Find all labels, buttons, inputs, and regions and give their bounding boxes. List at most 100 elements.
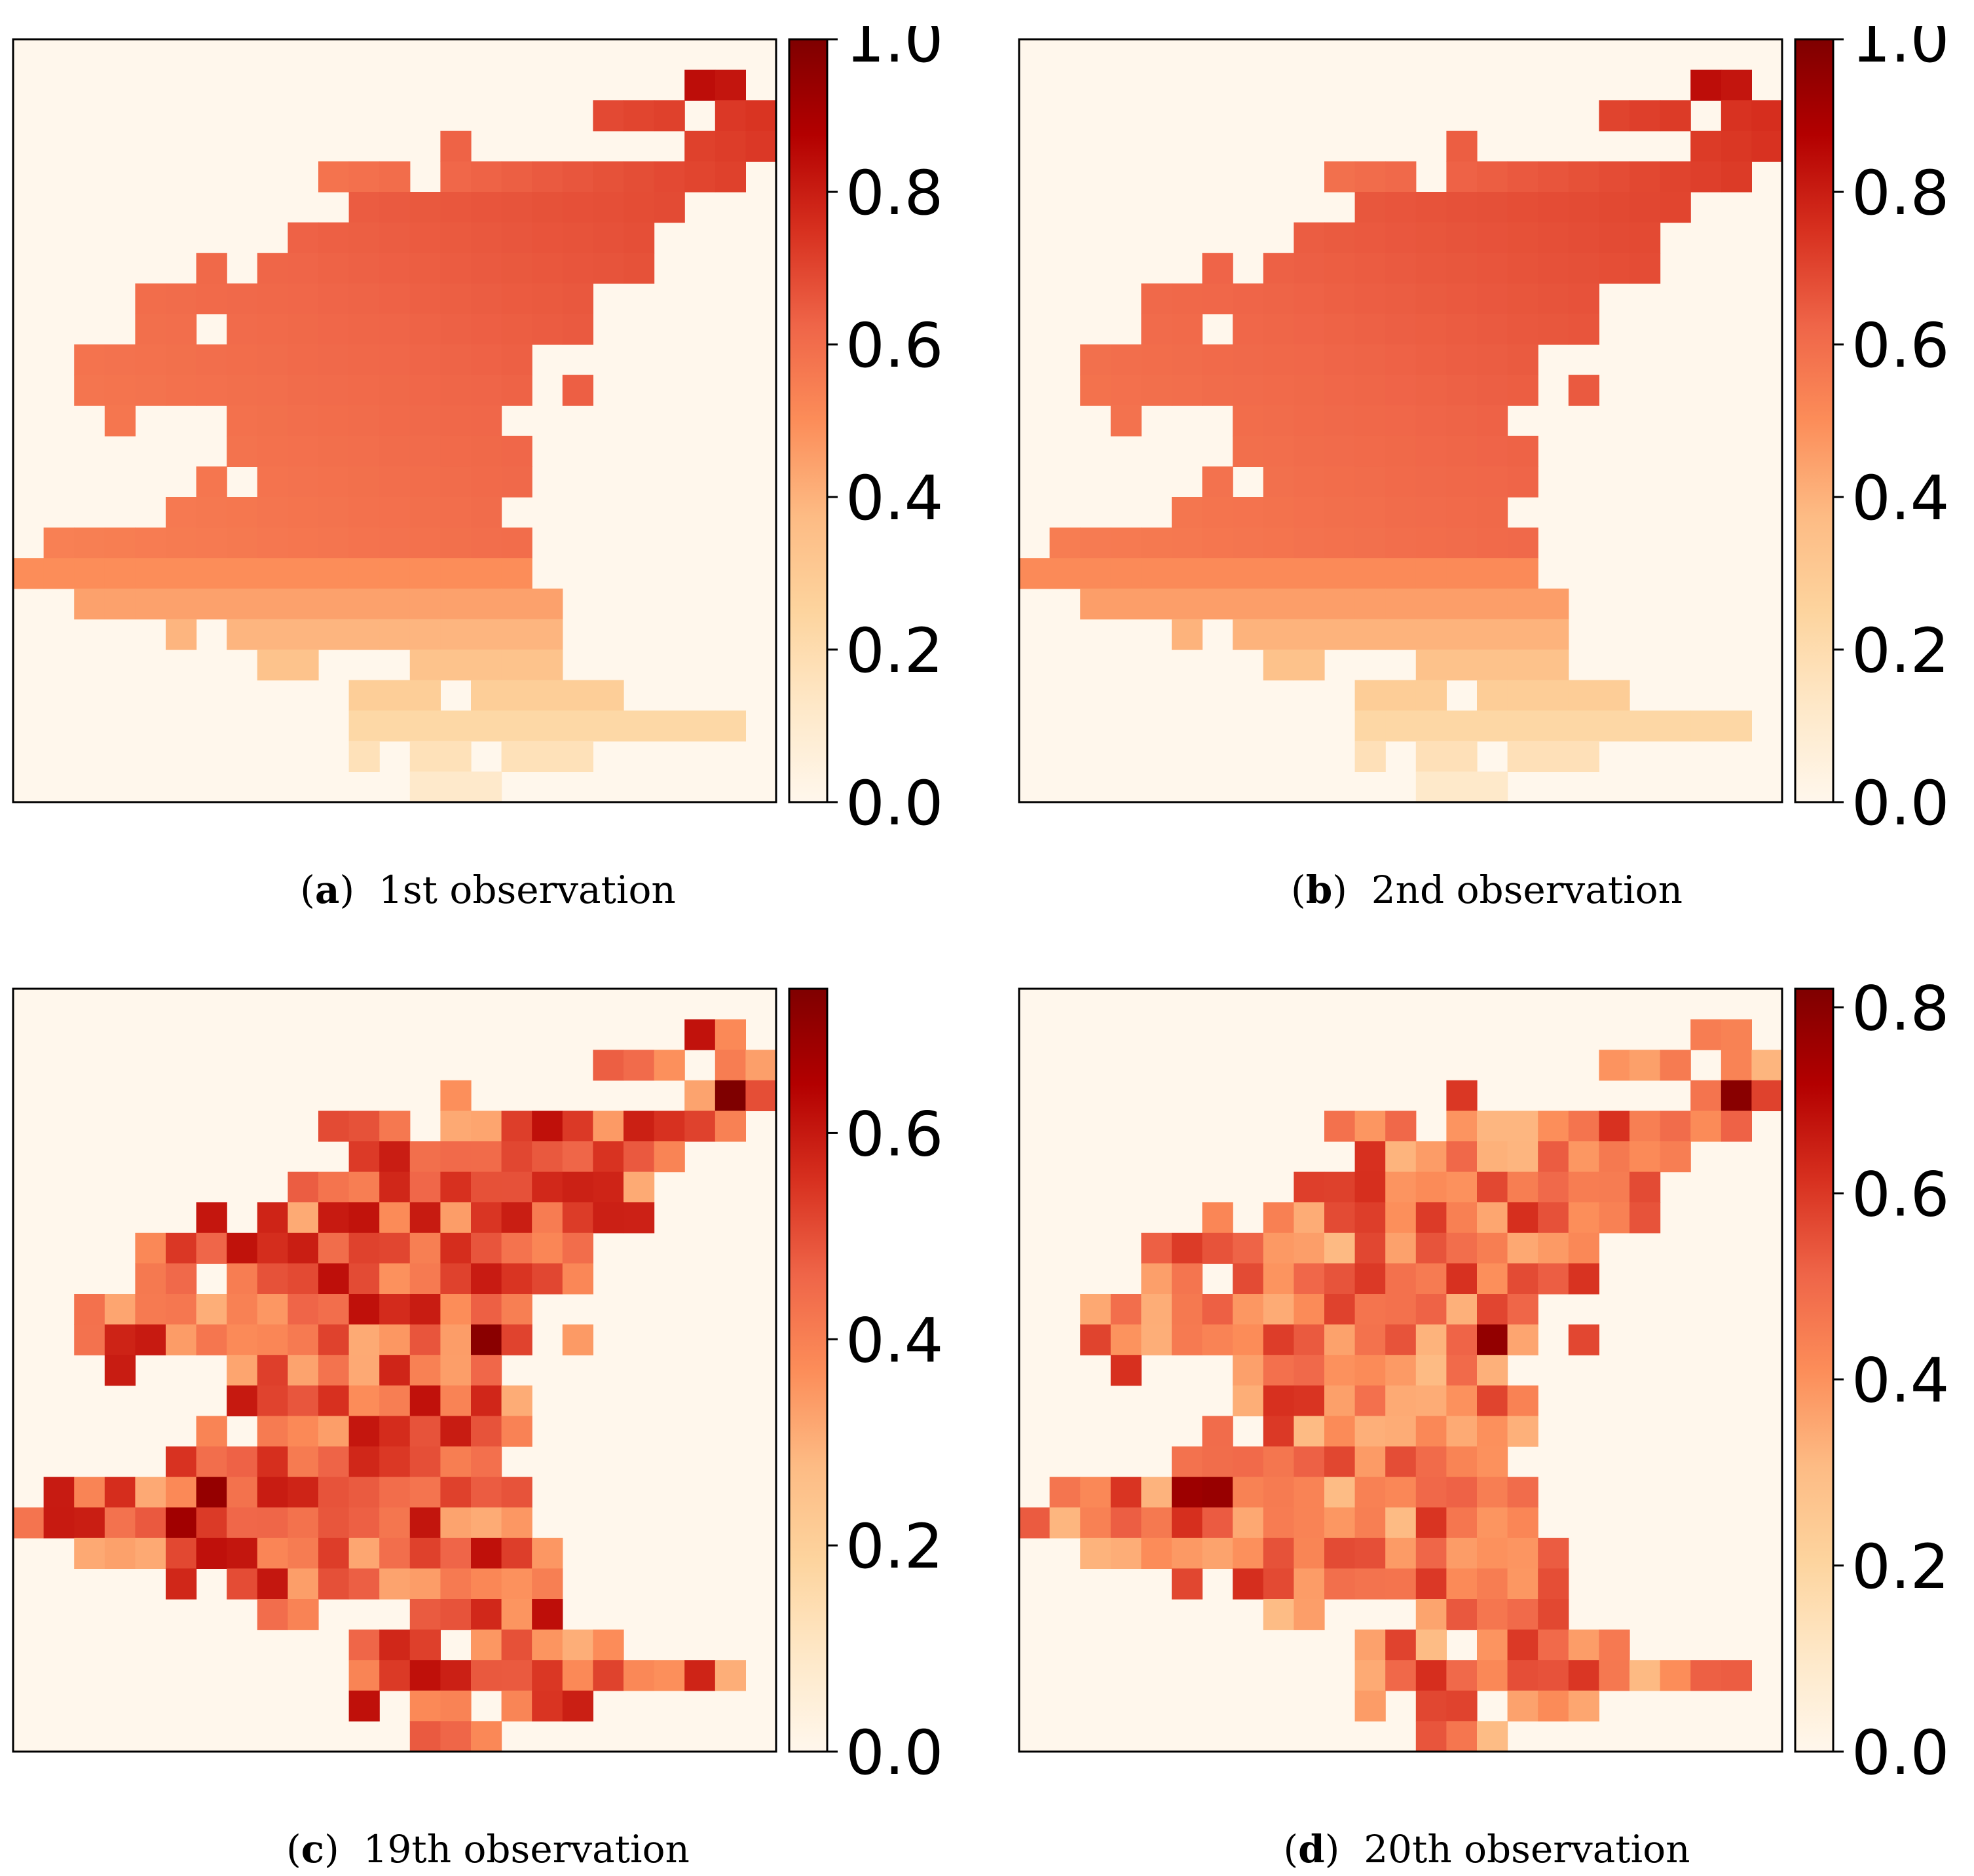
heatmap-cell	[1538, 1660, 1569, 1691]
heatmap-cell	[409, 1263, 441, 1295]
heatmap-cell	[471, 1171, 502, 1203]
heatmap-cell	[257, 497, 288, 528]
heatmap-cell	[1415, 710, 1447, 742]
heatmap-cell	[409, 1416, 441, 1447]
heatmap-cell	[471, 497, 502, 528]
colorbar-tick-label: 0.2	[1852, 616, 1950, 687]
heatmap-cell	[1263, 1385, 1294, 1416]
heatmap-cell	[1172, 1477, 1203, 1508]
heatmap-cell	[471, 1232, 502, 1264]
heatmap-cell	[135, 283, 166, 314]
heatmap-cell	[1233, 619, 1264, 650]
heatmap-cell	[1538, 619, 1569, 650]
heatmap-cell	[715, 1660, 746, 1691]
heatmap-cell	[501, 1599, 532, 1630]
heatmap-cell	[440, 344, 472, 376]
heatmap-cell	[1141, 1537, 1172, 1569]
heatmap-cell	[471, 1537, 502, 1569]
heatmap-cell	[1477, 375, 1508, 406]
heatmap-cell	[562, 283, 593, 314]
heatmap-cell	[1263, 1294, 1294, 1325]
heatmap-cell	[1415, 497, 1447, 528]
heatmap-cell	[1751, 1050, 1783, 1081]
heatmap-cell	[1354, 344, 1386, 376]
heatmap-cell	[1477, 1111, 1508, 1142]
heatmap-cell	[501, 283, 532, 314]
heatmap-cell	[1477, 161, 1508, 193]
heatmap-cell	[1385, 1385, 1417, 1416]
heatmap-cell	[257, 527, 288, 559]
heatmap-cell	[196, 375, 227, 406]
heatmap-cell	[1294, 1232, 1325, 1264]
heatmap-cell	[684, 710, 716, 742]
heatmap-cell	[1538, 1111, 1569, 1142]
colorbar-tick-label: 0.2	[846, 1511, 944, 1583]
heatmap-cell	[1294, 1355, 1325, 1386]
heatmap-cell	[471, 344, 502, 376]
colorbar-tick-label: 0.2	[846, 616, 944, 687]
heatmap-frame	[1018, 38, 1783, 803]
heatmap-cell	[318, 375, 350, 406]
heatmap-cell	[1385, 283, 1417, 314]
heatmap-cell	[532, 1202, 563, 1234]
heatmap-cell	[1507, 1537, 1538, 1569]
heatmap-cell	[1415, 619, 1447, 650]
colorbar	[788, 987, 829, 1753]
heatmap-cell	[257, 1599, 288, 1630]
heatmap-cell	[318, 435, 350, 467]
heatmap-cell	[1538, 222, 1569, 253]
heatmap-cell	[1415, 1446, 1447, 1478]
heatmap-cell	[257, 314, 288, 345]
heatmap-cell	[166, 497, 197, 528]
heatmap-cell	[318, 1202, 350, 1234]
heatmap-cell	[1538, 1537, 1569, 1569]
heatmap-cell	[532, 1568, 563, 1600]
heatmap-cell	[318, 1294, 350, 1325]
heatmap-cell	[1507, 253, 1538, 284]
heatmap-cell	[1141, 344, 1172, 376]
heatmap-cell	[166, 1537, 197, 1569]
heatmap-cell	[318, 283, 350, 314]
heatmap-cell	[1446, 435, 1478, 467]
heatmap-cell	[1354, 405, 1386, 437]
heatmap-cell	[318, 344, 350, 376]
heatmap-cell	[1354, 1537, 1386, 1569]
heatmap-cell	[501, 1324, 532, 1355]
heatmap-cell	[1233, 344, 1264, 376]
heatmap-cell	[1477, 1721, 1508, 1752]
heatmap-cell	[1324, 527, 1356, 559]
heatmap-cell	[348, 192, 380, 223]
heatmap-cell	[288, 435, 319, 467]
heatmap-cell	[440, 1690, 472, 1721]
heatmap-cell	[1324, 1446, 1356, 1478]
heatmap-cell	[409, 344, 441, 376]
heatmap-cell	[1721, 69, 1752, 101]
heatmap-cell	[348, 1141, 380, 1173]
heatmap-cell	[1446, 1446, 1478, 1478]
heatmap-cell	[1263, 1263, 1294, 1295]
heatmap-cell	[379, 1477, 411, 1508]
heatmap-cell	[104, 344, 136, 376]
heatmap-cell	[1568, 1202, 1599, 1234]
heatmap-cell	[471, 253, 502, 284]
heatmap-cell	[1263, 1477, 1294, 1508]
heatmap-cell	[471, 680, 502, 711]
colorbar	[1794, 38, 1834, 803]
heatmap-cell	[1507, 314, 1538, 345]
heatmap-cell	[1660, 161, 1691, 193]
heatmap-cell	[715, 1080, 746, 1111]
heatmap-cell	[1415, 1202, 1447, 1234]
heatmap-cell	[409, 1721, 441, 1752]
heatmap-cell	[562, 161, 593, 193]
heatmap-cell	[318, 253, 350, 284]
heatmap-cell	[1446, 161, 1478, 193]
heatmap-cell	[532, 1171, 563, 1203]
heatmap-cell	[318, 1355, 350, 1386]
heatmap-cell	[318, 314, 350, 345]
heatmap-cell	[1446, 558, 1478, 589]
heatmap-cell	[745, 130, 777, 162]
heatmap-cell	[1172, 1324, 1203, 1355]
heatmap-cell	[1172, 375, 1203, 406]
heatmap-cell	[1202, 497, 1233, 528]
heatmap-cell	[1660, 192, 1691, 223]
